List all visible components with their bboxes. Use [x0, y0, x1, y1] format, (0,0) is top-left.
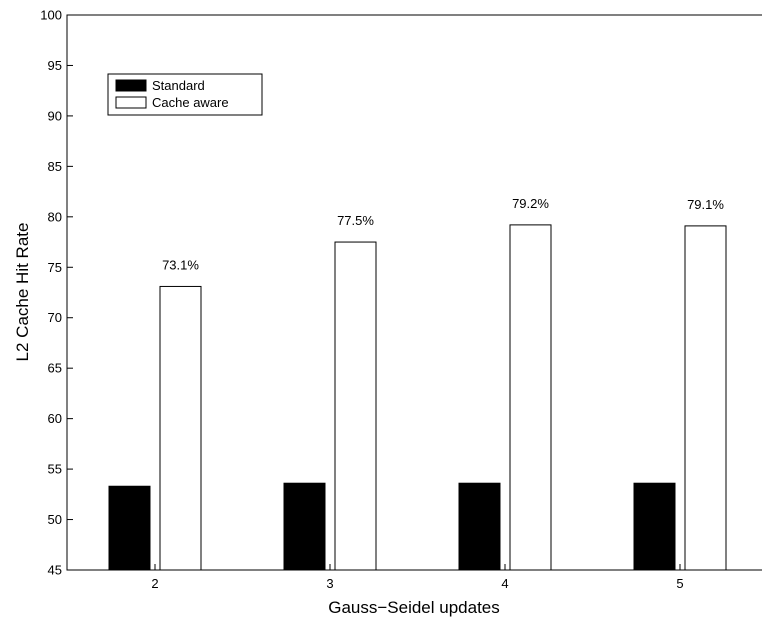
bar-cache-aware: [509, 224, 552, 571]
y-tick-label: 60: [48, 411, 62, 426]
bar-value-label: 77.5%: [337, 213, 374, 228]
bar-value-label: 73.1%: [162, 257, 199, 272]
bar-value-label: 79.1%: [687, 197, 724, 212]
bar-cache-aware: [159, 285, 202, 571]
legend-swatch-cache-aware: [115, 96, 147, 109]
bar-cache-aware: [684, 225, 727, 571]
y-tick-label: 70: [48, 310, 62, 325]
y-axis: 45 50 55 60 65 70 75 80 85 90 95 100: [40, 8, 73, 578]
bar-standard: [108, 485, 151, 571]
data-labels-layer: 73.1% 77.5% 79.2% 79.1%: [162, 196, 724, 273]
y-tick-label: 90: [48, 108, 62, 123]
x-tick-label: 3: [326, 576, 333, 591]
legend: Standard Cache aware: [107, 73, 263, 116]
bar-cache-aware: [334, 241, 377, 571]
bar-standard: [633, 482, 676, 571]
y-tick-label: 45: [48, 563, 62, 578]
y-axis-title: L2 Cache Hit Rate: [13, 223, 32, 362]
y-tick-label: 85: [48, 159, 62, 174]
bar-standard: [283, 482, 326, 571]
y-tick-label: 75: [48, 260, 62, 275]
x-axis-title: Gauss−Seidel updates: [328, 598, 500, 617]
legend-swatch-standard: [115, 79, 147, 92]
y-tick-label: 95: [48, 58, 62, 73]
y-tick-label: 50: [48, 512, 62, 527]
y-tick-label: 80: [48, 209, 62, 224]
bar-value-label: 79.2%: [512, 196, 549, 211]
x-tick-label: 2: [151, 576, 158, 591]
x-axis: 2 3 4 5: [151, 564, 684, 591]
bars-layer: [108, 224, 727, 571]
bar-standard: [458, 482, 501, 571]
x-tick-label: 4: [501, 576, 508, 591]
legend-label-cache-aware: Cache aware: [152, 95, 229, 110]
legend-label-standard: Standard: [152, 78, 205, 93]
y-tick-label: 100: [40, 8, 62, 23]
plot-area-frame: [66, 14, 762, 571]
y-tick-label: 55: [48, 462, 62, 477]
x-tick-label: 5: [676, 576, 683, 591]
y-tick-label: 65: [48, 361, 62, 376]
